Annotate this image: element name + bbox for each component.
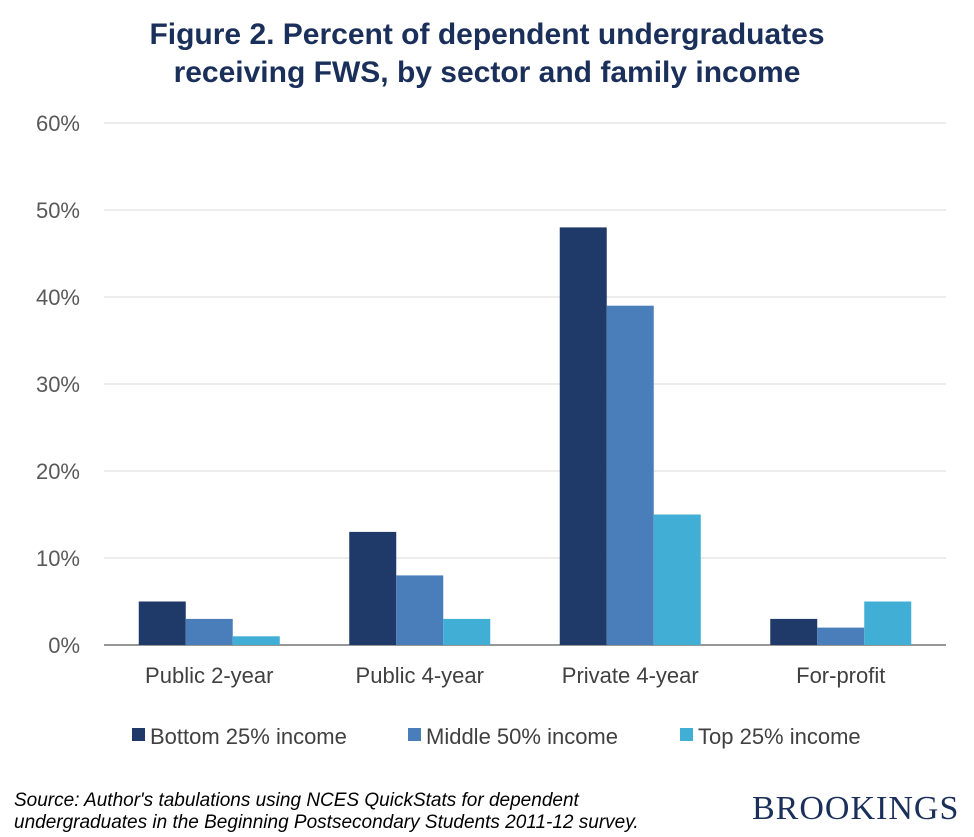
bar [396, 575, 444, 645]
y-tick-label: 50% [36, 198, 80, 223]
legend-label: Middle 50% income [426, 724, 618, 749]
y-tick-label: 40% [36, 285, 80, 310]
source-line-2: undergraduates in the Beginning Postseco… [14, 812, 639, 833]
bar [559, 227, 607, 645]
bar [443, 618, 491, 645]
bar [138, 601, 186, 645]
x-category-label: Public 2-year [145, 663, 273, 688]
x-category-label: For-profit [796, 663, 885, 688]
bar [770, 618, 818, 645]
legend-label: Top 25% income [698, 724, 861, 749]
y-tick-label: 10% [36, 546, 80, 571]
source-note: Source: Author's tabulations using NCES … [14, 790, 734, 834]
legend-swatch [408, 728, 421, 741]
y-tick-label: 20% [36, 459, 80, 484]
chart-title-line-2: receiving FWS, by sector and family inco… [173, 56, 801, 89]
brookings-logo: BROOKINGS [752, 790, 960, 827]
bar [185, 618, 233, 645]
y-tick-label: 0% [48, 633, 80, 658]
bar [817, 627, 865, 645]
y-tick-label: 30% [36, 372, 80, 397]
bar [232, 636, 280, 645]
x-category-label: Private 4-year [562, 663, 699, 688]
legend-swatch [680, 728, 693, 741]
bar [606, 305, 654, 645]
chart-title: Figure 2. Percent of dependent undergrad… [0, 16, 974, 92]
bar [653, 514, 701, 645]
legend-label: Bottom 25% income [150, 724, 347, 749]
legend-swatch [132, 728, 145, 741]
x-category-label: Public 4-year [356, 663, 484, 688]
bar [349, 531, 397, 645]
bar [864, 601, 912, 645]
chart-title-line-1: Figure 2. Percent of dependent undergrad… [149, 18, 825, 51]
source-line-1: Source: Author's tabulations using NCES … [14, 790, 579, 811]
y-tick-label: 60% [36, 111, 80, 136]
